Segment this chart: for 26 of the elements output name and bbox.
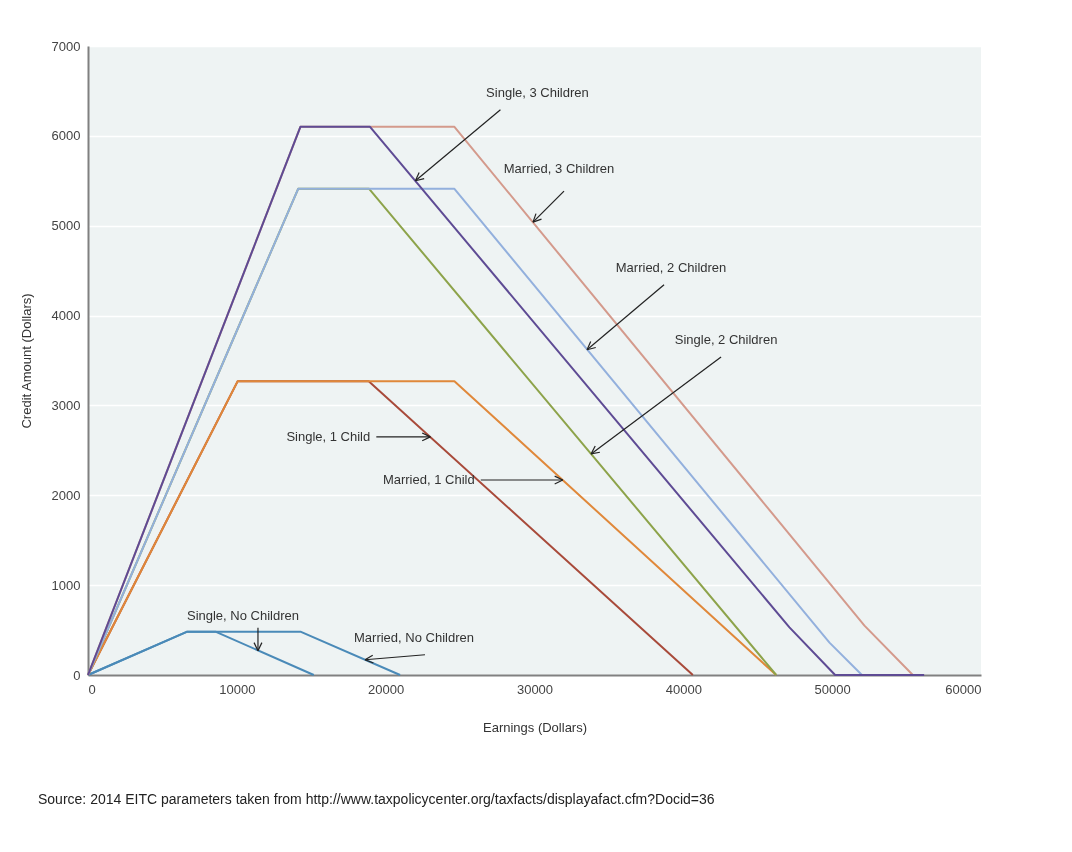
annotation: Single, 1 Child xyxy=(286,428,371,444)
x-tick-label: 40000 xyxy=(665,681,702,697)
y-tick-label: 5000 xyxy=(51,218,81,234)
y-tick-label: 4000 xyxy=(51,308,81,324)
annotation: Married, No Children xyxy=(354,629,474,645)
x-tick-label: 60000 xyxy=(945,681,982,697)
source-note: Source: 2014 EITC parameters taken from http://www.taxpolicycenter.org/taxfacts/displayafact.cfm?Docid=36 xyxy=(38,791,715,807)
y-tick-label: 0 xyxy=(73,667,81,683)
annotation: Married, 3 Children xyxy=(503,161,615,177)
x-tick-label: 10000 xyxy=(219,681,256,697)
annotation: Single, 3 Children xyxy=(486,84,589,100)
y-tick-label: 2000 xyxy=(51,487,81,503)
x-tick-label: 50000 xyxy=(814,681,851,697)
y-tick-label: 6000 xyxy=(51,128,81,144)
annotation: Single, 2 Children xyxy=(674,331,778,347)
x-axis-title: Earnings (Dollars) xyxy=(482,719,588,735)
y-axis-title: Credit Amount (Dollars) xyxy=(18,293,34,429)
x-tick-label: 30000 xyxy=(516,681,554,697)
annotation: Single, No Children xyxy=(186,607,299,623)
annotation: Married, 1 Child xyxy=(382,472,475,488)
y-tick-label: 3000 xyxy=(51,397,81,413)
x-tick-label: 20000 xyxy=(368,681,405,697)
x-tick-label: 0 xyxy=(88,681,96,697)
annotation: Married, 2 Children xyxy=(615,259,727,275)
y-tick-label: 1000 xyxy=(51,577,81,593)
y-tick-label: 7000 xyxy=(51,38,81,54)
